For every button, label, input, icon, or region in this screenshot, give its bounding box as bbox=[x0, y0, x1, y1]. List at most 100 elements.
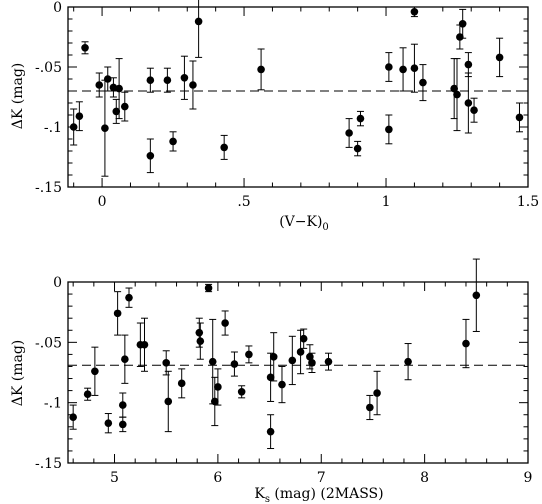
bottom-data-point bbox=[83, 390, 92, 399]
bottom-data-point bbox=[140, 340, 149, 349]
bottom-x-tick-label: 7 bbox=[317, 470, 326, 486]
top-data-point bbox=[180, 74, 189, 82]
top-data-point bbox=[146, 152, 155, 160]
bottom-y-tick-label: 0 bbox=[53, 275, 62, 291]
bottom-data-point bbox=[91, 367, 99, 376]
top-data-point bbox=[399, 65, 407, 74]
bottom-data-point bbox=[288, 356, 297, 365]
bottom-data-point bbox=[245, 350, 253, 359]
bottom-data-point bbox=[113, 309, 122, 318]
bottom-data-point bbox=[118, 420, 127, 429]
bottom-data-point bbox=[462, 339, 470, 348]
bottom-data-point bbox=[121, 355, 129, 364]
bottom-data-point bbox=[296, 348, 305, 356]
top-x-tick-label: 1 bbox=[382, 194, 391, 210]
top-data-point bbox=[453, 90, 461, 99]
bottom-data-point bbox=[269, 353, 278, 361]
top-x-tick-label: 0 bbox=[98, 194, 107, 210]
bottom-data-point bbox=[125, 293, 133, 302]
top-y-tick-label: -.15 bbox=[35, 180, 62, 196]
bottom-data-point bbox=[237, 388, 246, 396]
top-x-tick-label: 1.5 bbox=[517, 194, 539, 210]
bottom-y-axis-title: ΔK (mag) bbox=[10, 340, 26, 407]
bottom-data-point bbox=[69, 413, 77, 421]
top-data-point bbox=[95, 81, 104, 89]
bottom-data-point bbox=[308, 359, 316, 367]
top-data-point bbox=[101, 124, 109, 132]
top-data-point bbox=[410, 64, 419, 72]
bottom-data-point bbox=[366, 403, 374, 412]
bottom-data-point bbox=[299, 334, 308, 343]
top-data-point bbox=[112, 107, 121, 116]
top-data-point bbox=[169, 137, 177, 146]
top-data-point bbox=[450, 84, 458, 93]
bottom-data-point bbox=[204, 284, 213, 292]
top-data-point bbox=[464, 99, 473, 107]
top-data-point bbox=[189, 81, 197, 89]
top-y-tick-label: 0 bbox=[53, 0, 62, 16]
top-data-point bbox=[115, 84, 123, 93]
top-data-point bbox=[458, 20, 467, 28]
bottom-data-point bbox=[118, 401, 127, 409]
bottom-data-point bbox=[373, 389, 381, 397]
top-data-point bbox=[146, 76, 155, 84]
top-data-point bbox=[410, 8, 419, 16]
top-data-point bbox=[356, 114, 365, 123]
bottom-data-point bbox=[177, 379, 186, 388]
top-data-point bbox=[75, 112, 84, 120]
bottom-x-tick-label: 5 bbox=[110, 470, 119, 486]
bottom-x-tick-label: 8 bbox=[420, 470, 429, 486]
top-data-point bbox=[345, 129, 353, 137]
bottom-x-tick-label: 9 bbox=[524, 470, 533, 486]
top-data-point bbox=[120, 102, 129, 111]
bottom-data-point bbox=[214, 383, 222, 391]
top-x-axis-title: (V−K)0 bbox=[279, 214, 329, 233]
top-y-tick-label: -.1 bbox=[44, 120, 62, 136]
top-panel: ΔK (mag) (V−K)0 0 -.05 -.1 -.15 0 .5 1 1.5 bbox=[10, 0, 539, 233]
top-data-point bbox=[163, 76, 172, 84]
bottom-data-point bbox=[472, 291, 481, 300]
bottom-data-point bbox=[404, 357, 412, 366]
top-data-point bbox=[81, 44, 89, 52]
bottom-data-point bbox=[266, 427, 275, 436]
bottom-data-point bbox=[195, 328, 204, 337]
bottom-x-axis-title: Ks (mag) (2MASS) bbox=[254, 486, 383, 504]
top-plot-frame bbox=[67, 6, 529, 188]
top-data-point bbox=[69, 123, 78, 131]
bottom-data-point bbox=[266, 373, 275, 382]
top-data-point bbox=[220, 143, 228, 152]
top-data-point bbox=[353, 144, 362, 153]
bottom-data-point bbox=[221, 319, 229, 327]
bottom-y-tick-label: -.05 bbox=[35, 335, 62, 351]
bottom-data-point bbox=[208, 357, 217, 366]
top-data-point bbox=[456, 33, 464, 41]
bottom-data-point bbox=[324, 357, 333, 366]
bottom-data-point bbox=[162, 359, 171, 367]
bottom-data-point bbox=[278, 380, 286, 389]
top-data-point bbox=[194, 17, 203, 26]
bottom-y-tick-label: -.15 bbox=[35, 456, 62, 472]
bottom-data-point bbox=[230, 360, 239, 368]
bottom-x-tick-label: 6 bbox=[213, 470, 222, 486]
bottom-panel: ΔK (mag) Ks (mag) (2MASS) 0 -.05 -.1 -.15 5 6… bbox=[10, 258, 533, 504]
top-data-point bbox=[385, 125, 393, 134]
bottom-data-point bbox=[104, 419, 113, 427]
top-y-axis-title: ΔK (mag) bbox=[10, 63, 26, 130]
bottom-data-point bbox=[210, 397, 219, 406]
top-data-point bbox=[385, 63, 393, 71]
top-y-tick-label: -.05 bbox=[35, 60, 62, 76]
bottom-data-point bbox=[164, 397, 173, 406]
bottom-y-tick-label: -.1 bbox=[44, 396, 62, 412]
bottom-plot-frame bbox=[67, 281, 529, 464]
top-data-point bbox=[515, 113, 524, 122]
top-data-point bbox=[470, 106, 478, 114]
top-data-point bbox=[495, 53, 504, 62]
top-data-point bbox=[257, 65, 265, 74]
top-data-point bbox=[464, 60, 473, 69]
bottom-data-point bbox=[196, 337, 205, 345]
top-data-point bbox=[103, 75, 112, 83]
top-x-tick-label: .5 bbox=[237, 194, 250, 210]
top-data-point bbox=[109, 83, 118, 92]
top-data-point bbox=[419, 78, 427, 87]
